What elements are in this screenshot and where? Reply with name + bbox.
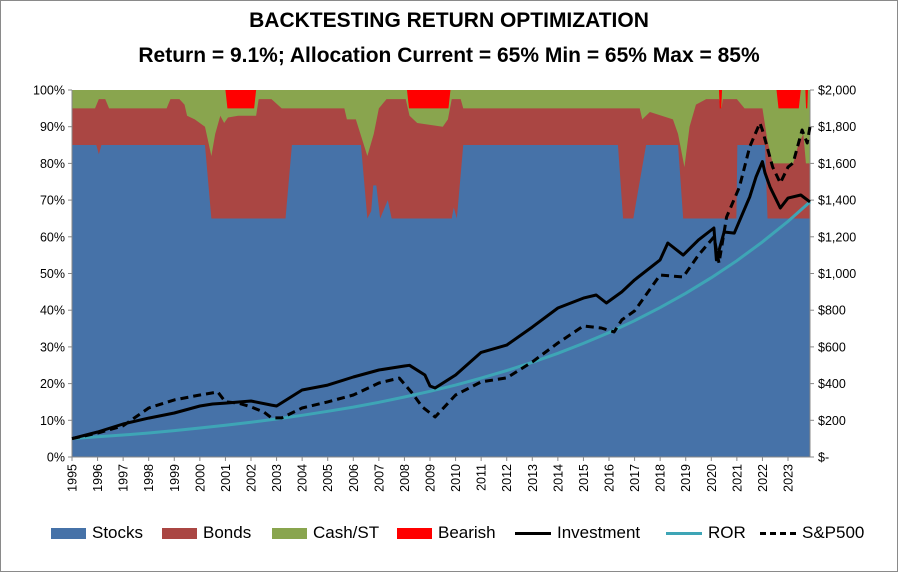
x-tick-label: 2003 [270,464,284,492]
bearish-period [718,90,723,109]
legend-bonds: Bonds [162,520,251,546]
right-tick-label: $1,600 [818,157,856,171]
legend-swatch-bonds [162,527,197,539]
legend-label: Cash/ST [313,523,380,542]
legend-label: Stocks [92,523,144,542]
right-tick-label: $1,400 [818,194,856,208]
x-tick-label: 2005 [321,464,335,492]
legend-label: ROR [708,523,746,542]
right-tick-label: $400 [818,377,846,391]
left-tick-label: 20% [40,377,65,391]
bearish-period [225,90,257,109]
bearish-period [776,90,801,109]
x-tick-label: 2017 [628,464,642,492]
x-tick-label: 2013 [526,464,540,492]
x-tick-label: 1996 [91,464,105,492]
legend-swatch-stocks [51,527,86,539]
left-tick-label: 50% [40,267,65,281]
legend-swatch-bearish [397,527,432,539]
legend-stocks: Stocks [51,520,143,546]
left-tick-label: 60% [40,230,65,244]
legend: Stocks Bonds Cash/ST Bearish Investment … [0,520,898,546]
x-tick-label: 1997 [117,464,131,492]
left-tick-label: 0% [47,451,65,465]
legend-label: Bearish [438,523,496,542]
x-tick-label: 2023 [782,464,796,492]
left-tick-label: 70% [40,194,65,208]
legend-label: Investment [557,523,641,542]
x-tick-label: 2021 [730,464,744,492]
x-tick-label: 2007 [372,464,386,492]
x-tick-label: 2015 [577,464,591,492]
chart-subtitle: Return = 9.1%; Allocation Current = 65% … [138,44,760,67]
x-tick-label: 1998 [142,464,156,492]
right-tick-label: $1,800 [818,120,856,134]
legend-line-ror [666,531,702,535]
left-tick-label: 100% [33,84,65,98]
legend-swatch-cash [272,527,307,539]
legend-investment: Investment [515,520,640,546]
stocks-area [72,145,810,458]
legend-line-investment [515,531,551,535]
x-tick-label: 2019 [679,464,693,492]
investment-line [71,160,811,441]
x-tick-label: 2009 [424,464,438,492]
legend-label: S&P500 [802,523,865,542]
x-tick-label: 2001 [219,464,233,492]
x-tick-label: 1995 [66,464,80,492]
x-tick-label: 2014 [551,464,565,492]
right-tick-label: $800 [818,304,846,318]
legend-ror: ROR [666,520,746,546]
x-tick-label: 2016 [603,464,617,492]
bearish-period [406,90,451,109]
legend-sp500: S&P500 [760,520,864,546]
x-tick-label: 2011 [475,464,489,491]
x-tick-label: 2008 [398,464,412,492]
x-tick-label: 2004 [296,464,310,492]
left-tick-label: 30% [40,340,65,354]
right-tick-label: $600 [818,340,846,354]
left-tick-label: 40% [40,304,65,318]
right-tick-label: $- [818,451,829,465]
x-tick-label: 1999 [168,464,182,492]
chart-title: BACKTESTING RETURN OPTIMIZATION [249,9,649,32]
left-tick-label: 80% [40,157,65,171]
left-tick-label: 90% [40,120,65,134]
legend-cash: Cash/ST [272,520,379,546]
x-tick-label: 2012 [500,464,514,492]
chart-plot: 0% 10% 20% 30% 40% 50% 60% 70% 80% 90% 100% $- $200 $… [33,84,856,492]
x-tick-label: 2010 [449,464,463,492]
ror-line [71,200,811,441]
right-tick-label: $1,200 [818,230,856,244]
right-tick-label: $200 [818,414,846,428]
x-tick-label: 2022 [756,464,770,492]
right-tick-label: $1,000 [818,267,856,281]
x-tick-label: 2000 [193,464,207,492]
legend-label: Bonds [203,523,252,542]
legend-bearish: Bearish [397,520,496,546]
x-tick-label: 2020 [705,464,719,492]
bearish-period [805,90,808,109]
x-tick-label: 2006 [347,464,361,492]
x-tick-label: 2002 [245,464,259,492]
sp500-line [71,121,812,441]
left-tick-label: 10% [40,414,65,428]
right-tick-label: $2,000 [818,84,856,98]
x-tick-label: 2018 [654,464,668,492]
legend-line-sp500 [760,531,796,535]
